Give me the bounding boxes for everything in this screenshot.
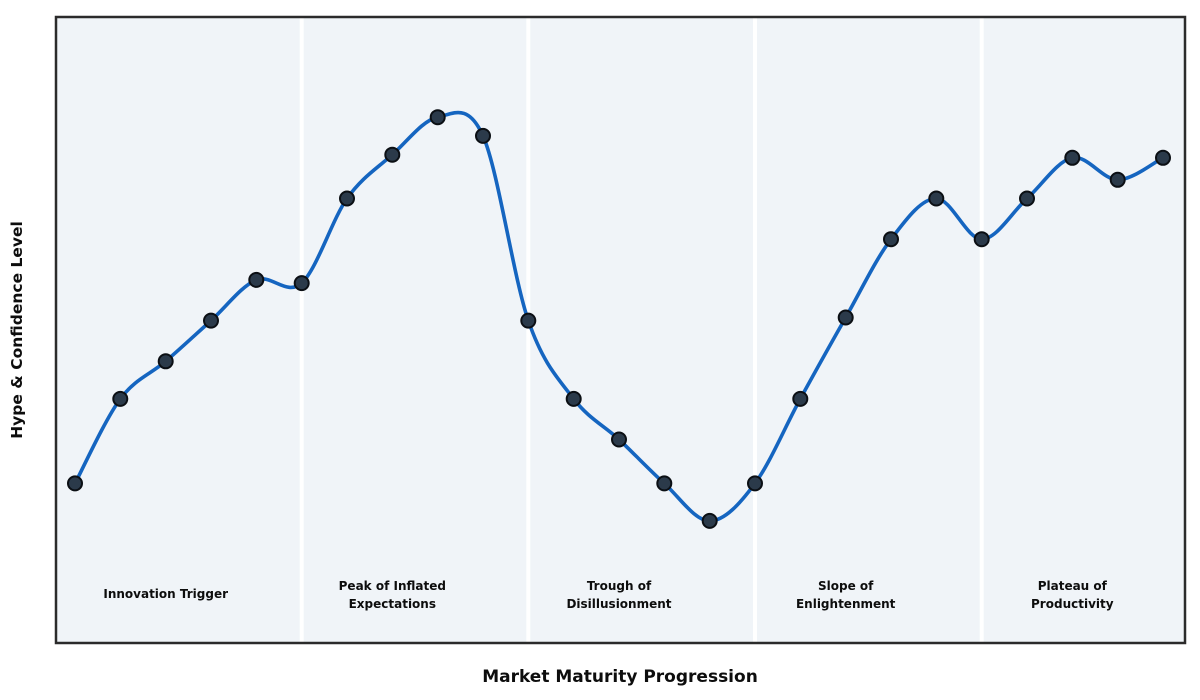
data-point [701,512,718,529]
data-point [384,146,401,163]
phase-label: Peak of Inflated Expectations [339,579,446,611]
data-point [565,390,582,407]
data-point [656,475,673,492]
data-point [837,309,854,326]
data-point [928,190,945,207]
phase-label: Plateau of Productivity [1031,579,1114,611]
data-point [1064,149,1081,166]
phase-label: Trough of Disillusionment [566,579,671,611]
plot-frame [54,15,1187,645]
data-point [293,275,310,292]
chart-layers: Innovation Trigger Peak of Inflated Expect… [67,17,1171,643]
data-point [339,190,355,207]
plot-area [56,17,1185,643]
data-point [1155,149,1171,166]
data-point [1019,190,1035,207]
data-point [973,231,990,248]
data-point [520,312,537,329]
data-point [112,390,129,407]
data-point [792,390,809,407]
data-point [1109,171,1126,188]
x-axis-label: Market Maturity Progression [482,667,758,687]
y-axis-label: Hype & Confidence Level [8,221,26,439]
data-point [248,271,265,288]
data-point [747,475,763,492]
phase-label: Innovation Trigger [103,587,228,601]
phase-label: Slope of Enlightenment [796,579,896,611]
data-point [883,231,899,248]
data-point [157,353,174,370]
data-point [475,127,491,144]
data-point [203,312,219,329]
data-point [429,109,446,126]
data-point [611,431,627,448]
data-point [67,475,83,492]
